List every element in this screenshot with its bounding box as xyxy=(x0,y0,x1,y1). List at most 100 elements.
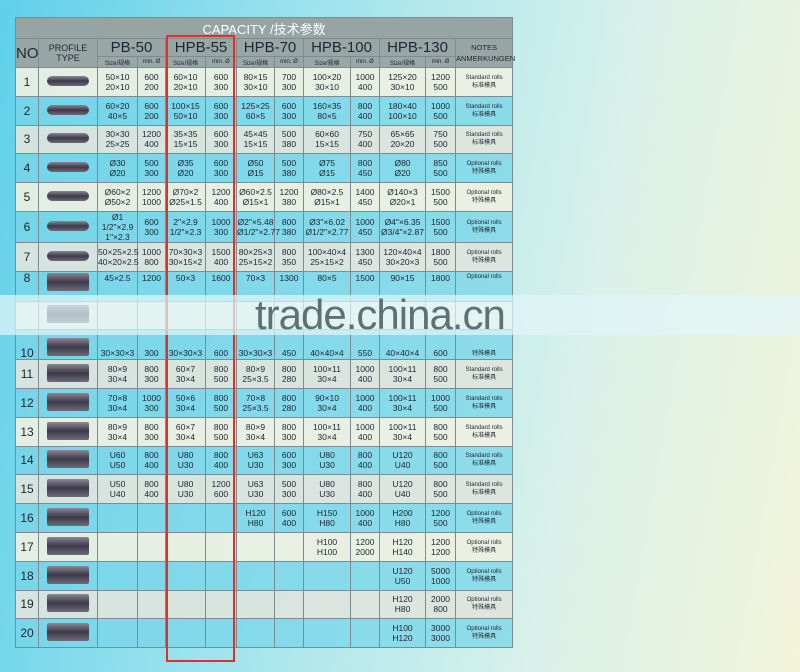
notes-cell: Optional rolls 特殊模具 xyxy=(454,618,514,649)
note-text: Standard rolls xyxy=(465,482,503,489)
profile-shape-icon xyxy=(47,565,89,584)
min-diameter-cell: 1000 450 xyxy=(350,210,380,243)
size-cell: 35×35 15×15 xyxy=(165,124,206,155)
size-cell: 125×25 60×5 xyxy=(236,95,275,126)
profile-image xyxy=(38,241,98,272)
size-cell: 100×40×4 25×15×2 xyxy=(303,241,351,272)
size-cell xyxy=(165,503,206,533)
table-row: 7 50×25×2.5 40×20×2.5 1000 800 70×30×3 30×1… xyxy=(15,241,514,272)
profile-image xyxy=(38,124,98,155)
size-cell: U60 U50 xyxy=(97,445,138,476)
note-text: 标准模具 xyxy=(472,375,497,382)
profile-shape-icon xyxy=(47,250,89,261)
subheader-min: min. Ø xyxy=(137,56,166,68)
note-text: Standard rolls xyxy=(465,395,503,402)
min-diameter-cell: 800 400 xyxy=(205,445,237,476)
row-number: 18 xyxy=(15,560,39,591)
min-diameter-cell: 800 400 xyxy=(350,445,380,476)
size-cell: 60×60 15×15 xyxy=(303,124,351,155)
size-cell: U80 U30 xyxy=(165,445,206,476)
table-row: 5 Ø60×2 Ø50×2 1200 1000 Ø70×2 Ø25×1.5 1200 4… xyxy=(15,182,514,212)
table-row: 14 U60 U50 800 400 U80 U30 800 400 U63 U30 600… xyxy=(15,445,514,476)
size-cell: 125×20 30×10 xyxy=(379,67,426,97)
size-cell: 50×25×2.5 40×20×2.5 xyxy=(97,241,139,272)
size-cell: Ø70×2 Ø25×1.5 xyxy=(165,182,206,212)
size-cell: U63 U30 xyxy=(236,445,275,476)
notes-cell: Optional rolls 特殊模具 xyxy=(454,531,514,562)
row-number: 7 xyxy=(15,241,39,272)
min-diameter-cell xyxy=(205,589,237,620)
size-cell: U80 U30 xyxy=(303,474,351,505)
min-diameter-cell xyxy=(274,560,304,591)
header-model: HPB-100 xyxy=(303,38,380,57)
notes-cell: Standard rolls 标准模具 xyxy=(454,95,514,126)
subheader-size: Size/规格 xyxy=(303,56,351,68)
note-text: 标准模具 xyxy=(472,111,497,118)
table-row: 2 60×20 40×5 600 200 100×15 50×10 600 300 125… xyxy=(15,95,514,126)
header-model: HPB-55 xyxy=(165,38,237,57)
note-text: 标准模具 xyxy=(472,140,497,147)
profile-image xyxy=(38,618,98,649)
notes-cell: Optional rolls 特殊模具 xyxy=(454,153,514,184)
profile-shape-icon xyxy=(47,162,89,173)
profile-image xyxy=(38,95,98,126)
size-cell: H100 H120 xyxy=(379,618,426,649)
note-text: Optional rolls xyxy=(466,273,502,280)
table-title: CAPACITY /技术参数 xyxy=(14,17,514,39)
notes-cell: Standard rolls 标准模具 xyxy=(454,359,514,389)
size-cell: 100×11 30×4 xyxy=(303,359,351,389)
size-cell xyxy=(236,618,275,649)
size-cell: 80×9 30×4 xyxy=(97,416,138,447)
note-text: Standard rolls xyxy=(465,132,503,139)
min-diameter-cell xyxy=(205,560,237,591)
size-cell: U120 U40 xyxy=(379,474,426,505)
note-text: 特殊模具 xyxy=(472,576,497,583)
min-diameter-cell: 1200 500 xyxy=(425,67,456,97)
size-cell: 100×11 30×4 xyxy=(379,387,426,418)
min-diameter-cell: 1000 400 xyxy=(350,416,380,447)
row-number: 19 xyxy=(15,589,39,620)
row-number: 17 xyxy=(15,531,39,562)
row-number: 4 xyxy=(15,153,39,184)
min-diameter-cell: 1000 400 xyxy=(350,503,380,533)
table-row: 1 50×10 20×10 600 200 60×10 20×10 600 300 80×… xyxy=(15,67,514,97)
min-diameter-cell: 1200 500 xyxy=(425,503,456,533)
subheader-size: Size/规格 xyxy=(165,56,206,68)
size-cell: Ø3"×6.02 Ø1/2"×2.77 xyxy=(303,210,351,243)
notes-cell: Optional rolls 特殊模具 xyxy=(454,182,514,212)
note-text: 标准模具 xyxy=(472,82,497,89)
notes-cell: Standard rolls 标准模具 xyxy=(454,124,514,155)
size-cell xyxy=(97,503,138,533)
header-profile-type: PROFILE TYPE xyxy=(38,38,98,68)
note-text: 特殊模具 xyxy=(472,547,497,554)
min-diameter-cell: 800 500 xyxy=(205,416,237,447)
min-diameter-cell xyxy=(350,589,380,620)
min-diameter-cell: 1500 400 xyxy=(205,241,237,272)
table-row: 18 U120 U50 5000 1000 Optional rolls 特殊模具 xyxy=(15,560,514,591)
row-number: 13 xyxy=(15,416,39,447)
profile-shape-icon xyxy=(47,133,89,144)
min-diameter-cell: 1200 400 xyxy=(137,124,166,155)
profile-image xyxy=(38,589,98,620)
min-diameter-cell: 800 280 xyxy=(274,387,304,418)
size-cell: 100×15 50×10 xyxy=(165,95,206,126)
header-model: HPB-70 xyxy=(236,38,304,57)
size-cell: Ø140×3 Ø20×1 xyxy=(379,182,426,212)
note-text: 标准模具 xyxy=(472,432,497,439)
min-diameter-cell: 800 400 xyxy=(350,95,380,126)
subheader-min: min. Ø xyxy=(205,56,237,68)
capacity-table-container: CAPACITY /技术参数 NO PROFILE TYPE PB-50 HPB… xyxy=(14,17,515,649)
size-cell xyxy=(165,618,206,649)
size-cell: 80×9 30×4 xyxy=(97,359,138,389)
row-number: 20 xyxy=(15,618,39,649)
profile-shape-icon xyxy=(47,392,89,411)
size-cell: H200 H80 xyxy=(379,503,426,533)
note-text: 标准模具 xyxy=(472,461,497,468)
min-diameter-cell: 1500 500 xyxy=(425,182,456,212)
min-diameter-cell: 800 400 xyxy=(350,474,380,505)
size-cell: H120 H80 xyxy=(379,589,426,620)
notes-cell: Optional rolls 特殊模具 xyxy=(454,210,514,243)
size-cell xyxy=(236,560,275,591)
size-cell: 80×25×3 25×15×2 xyxy=(236,241,275,272)
table-row: 19 H120 H80 2000 800 Optional rolls 特殊模具 xyxy=(15,589,514,620)
